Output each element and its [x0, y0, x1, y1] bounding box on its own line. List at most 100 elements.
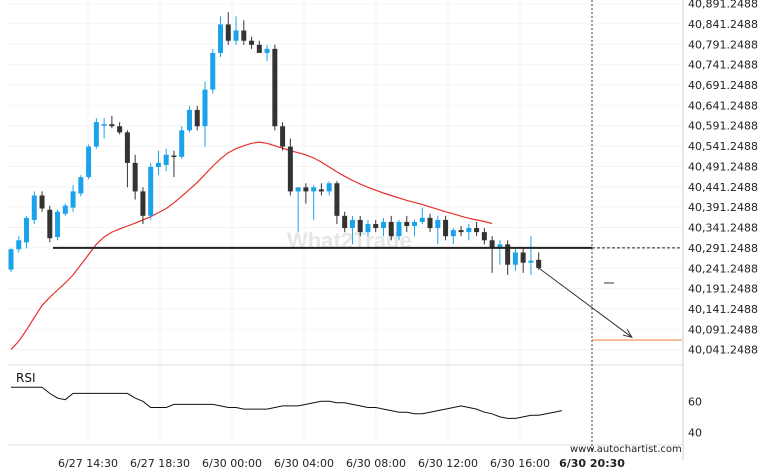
- candle-body: [8, 249, 14, 270]
- price-tick-label: 40,141.2488: [688, 303, 758, 316]
- candles: [8, 12, 542, 275]
- candle-body: [55, 211, 61, 238]
- candle-body: [528, 260, 534, 263]
- time-tick-label: 6/30 04:00: [274, 457, 334, 470]
- candle-body: [132, 162, 138, 192]
- candle-body: [16, 240, 22, 250]
- candle-body: [295, 187, 301, 192]
- price-tick-label: 40,841.2488: [688, 18, 758, 31]
- candle-body: [450, 230, 456, 237]
- candle-body: [334, 183, 340, 216]
- candle-body: [466, 228, 472, 233]
- candle-body: [140, 191, 146, 216]
- candle-body: [70, 191, 76, 208]
- grid: [8, 0, 682, 446]
- candle-body: [241, 30, 247, 41]
- time-axis: 6/27 14:30 6/27 18:30 6/30 00:00 6/30 04:00…: [58, 457, 625, 470]
- price-axis: 40,891.2488 40,841.2488 40,791.2488 40,741.…: [682, 0, 758, 460]
- price-tick-label: 40,341.2488: [688, 222, 758, 235]
- price-tick-label: 40,491.2488: [688, 160, 758, 173]
- moving-average: [10, 141, 493, 350]
- candle-body: [326, 183, 332, 192]
- candle-body: [272, 48, 278, 127]
- candle-body: [373, 223, 379, 229]
- candle-body: [536, 259, 542, 268]
- candle-body: [78, 177, 84, 194]
- rsi-line: [11, 386, 563, 419]
- candle-body: [303, 187, 309, 192]
- price-tick-label: 40,441.2488: [688, 181, 758, 194]
- candle-body: [419, 217, 425, 222]
- rsi-tick-label: 40: [688, 427, 702, 440]
- candle-body: [93, 122, 99, 147]
- candle-body: [427, 217, 433, 229]
- time-tick-label: 6/30 16:00: [490, 457, 550, 470]
- projection-arrow-head: [622, 329, 633, 338]
- candle-body: [435, 219, 441, 229]
- candle-body: [210, 52, 216, 90]
- candle-body: [489, 240, 495, 249]
- candle-body: [512, 252, 518, 265]
- candle-body: [458, 230, 464, 233]
- candle-body: [148, 166, 154, 216]
- candle-body: [249, 40, 255, 45]
- price-tick-label: 40,541.2488: [688, 140, 758, 153]
- price-tick-label: 40,041.2488: [688, 344, 758, 357]
- price-tick-label: 40,741.2488: [688, 59, 758, 72]
- candle-body: [194, 109, 200, 127]
- candle-body: [474, 228, 480, 233]
- price-tick-label: 40,091.2488: [688, 323, 758, 336]
- projection-arrow-line: [538, 267, 633, 338]
- candle-body: [311, 187, 317, 192]
- price-tick-label: 40,791.2488: [688, 38, 758, 51]
- candle-body: [225, 24, 231, 41]
- price-tick-label: 40,391.2488: [688, 201, 758, 214]
- candle-body: [412, 221, 418, 227]
- time-tick-label: 6/30 20:30: [559, 457, 625, 470]
- candle-body: [62, 205, 68, 214]
- candle-body: [202, 89, 208, 127]
- credit-text: www.autochartist.com: [570, 444, 682, 455]
- time-tick-label: 6/30 12:00: [418, 457, 478, 470]
- candle-body: [117, 126, 123, 133]
- candle-body: [481, 232, 487, 241]
- rsi-tick-label: 60: [688, 395, 702, 408]
- price-tick-label: 40,891.2488: [688, 0, 758, 11]
- moving-average-line: [10, 141, 493, 350]
- candle-body: [380, 221, 386, 229]
- candle-body: [443, 219, 449, 237]
- candle-body: [505, 244, 511, 265]
- candle-body: [47, 209, 53, 239]
- candle-body: [264, 48, 270, 53]
- rsi-label: RSI: [16, 371, 36, 385]
- candle-body: [404, 221, 410, 227]
- candle-body: [357, 219, 363, 233]
- candle-body: [218, 24, 224, 53]
- candle-body: [124, 132, 130, 163]
- candle-body: [342, 215, 348, 229]
- candle-body: [520, 252, 526, 263]
- price-tick-label: 40,641.2488: [688, 99, 758, 112]
- candle-body: [39, 195, 45, 209]
- price-tick-label: 40,691.2488: [688, 79, 758, 92]
- price-tick-label: 40,591.2488: [688, 120, 758, 133]
- time-tick-label: 6/27 18:30: [130, 457, 190, 470]
- candle-body: [388, 221, 394, 237]
- rsi-panel: RSI 60 40: [11, 371, 702, 440]
- candle-body: [280, 126, 286, 147]
- price-tick-label: 40,291.2488: [688, 242, 758, 255]
- candle-body: [109, 124, 115, 127]
- candle-body: [86, 146, 92, 178]
- candle-body: [163, 154, 169, 165]
- candle-body: [179, 130, 185, 157]
- candle-body: [233, 30, 239, 41]
- candle-body: [186, 109, 192, 131]
- price-tick-label: 40,241.2488: [688, 262, 758, 275]
- candle-body: [287, 146, 293, 192]
- time-tick-label: 6/27 14:30: [58, 457, 118, 470]
- candle-body: [31, 195, 37, 220]
- candle-body: [318, 189, 324, 192]
- candle-body: [365, 223, 371, 233]
